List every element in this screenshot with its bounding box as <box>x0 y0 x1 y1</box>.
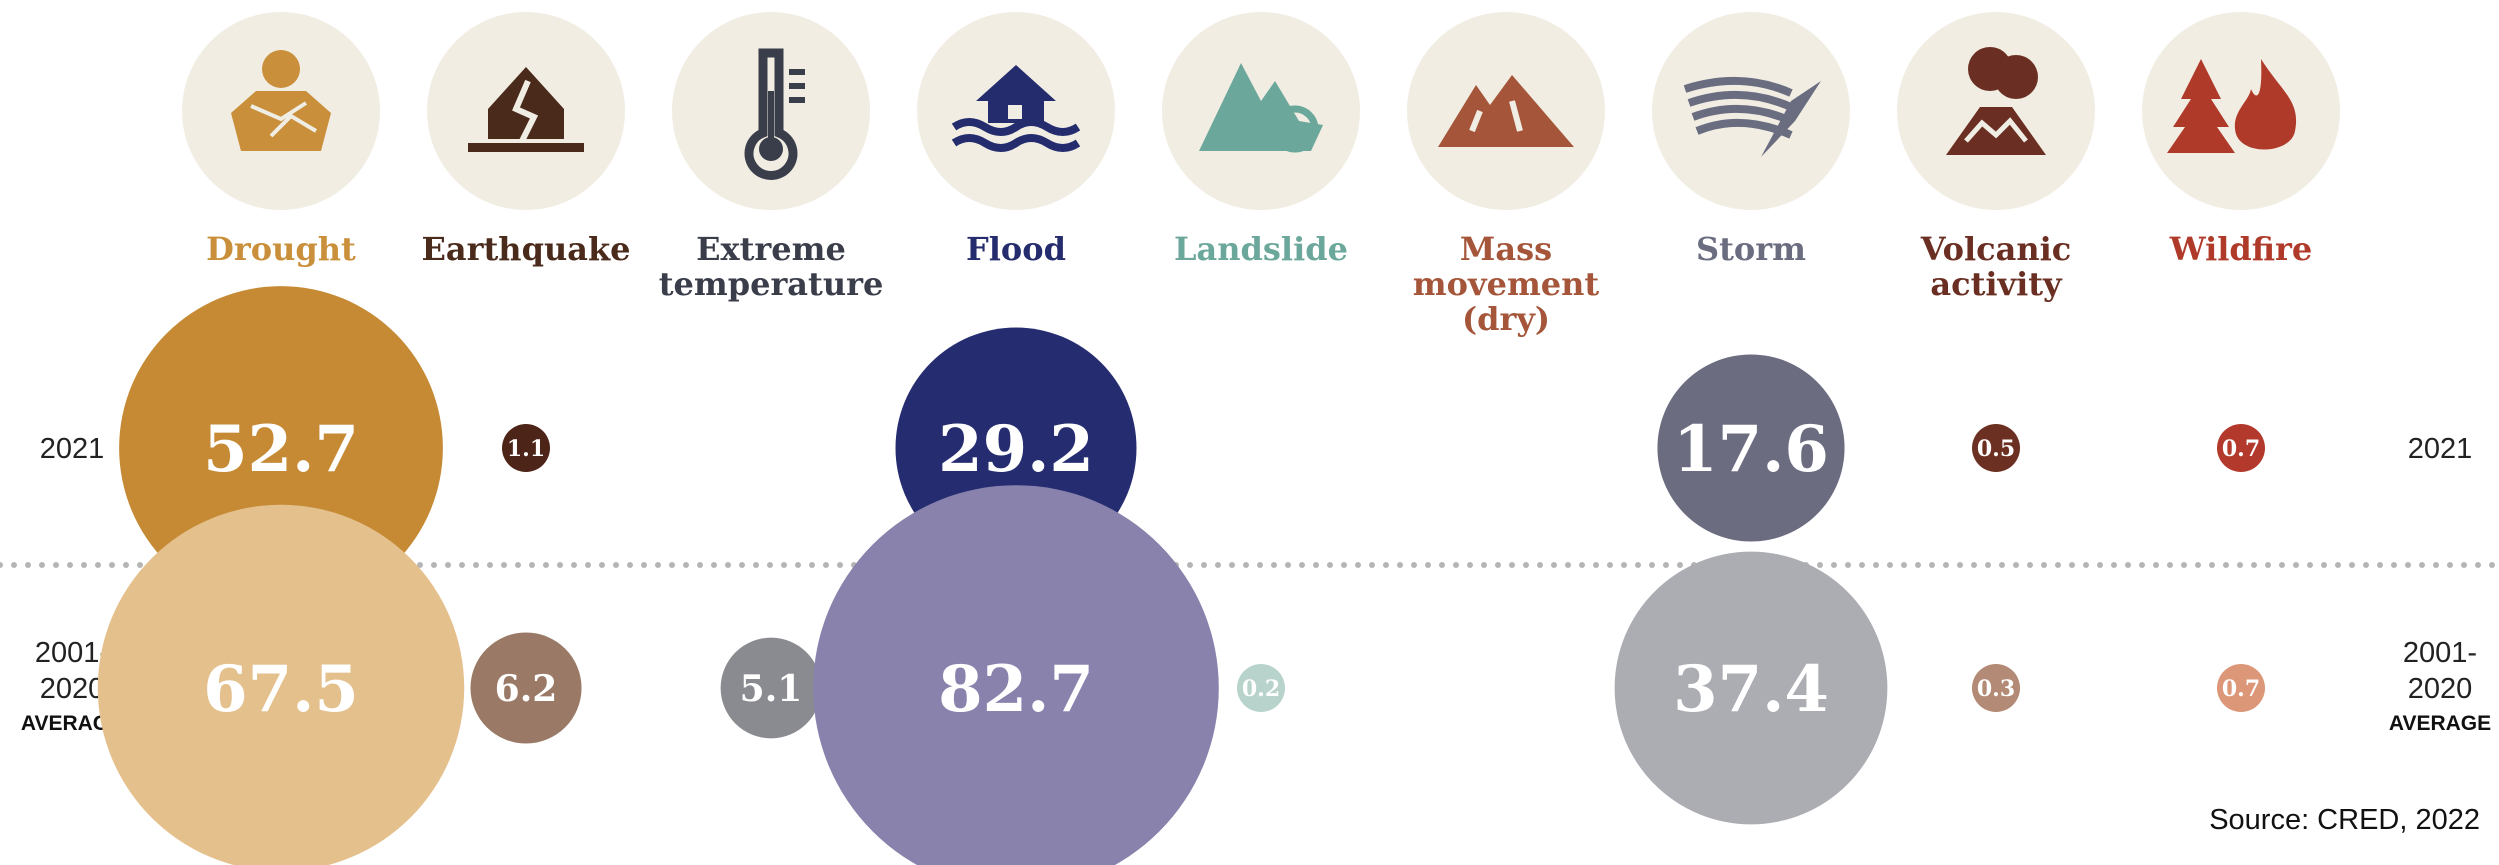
bubble-flood-avg <box>813 485 1219 865</box>
value-label-mass-movement-dry-2021: 0 <box>1497 434 1515 464</box>
volcano-icon <box>1946 47 2046 155</box>
row-label-avg-right: 2001-2020 <box>2403 637 2477 705</box>
flood-icon <box>951 65 1081 152</box>
drought-icon <box>231 50 331 151</box>
bubble-storm-avg <box>1614 551 1888 825</box>
row-label-average-left: AVERAGE <box>21 712 123 735</box>
value-label-mass-movement-dry-avg: 0 <box>1497 674 1515 704</box>
row-label-2021-right: 2021 <box>2408 433 2473 465</box>
row-label-2021-left: 2021 <box>40 433 105 465</box>
bubble-earthquake-avg <box>470 632 582 744</box>
value-label-extreme-temperature-avg: 5.1 <box>740 668 803 710</box>
value-label-wildfire-avg: 0.7 <box>2222 676 2260 702</box>
value-label-wildfire-2021: 0.7 <box>2222 436 2260 462</box>
bubble-wildfire-2021 <box>2217 424 2265 472</box>
value-label-extreme-temperature-2021: 0 <box>762 434 780 464</box>
category-label-mass-movement-dry: Mass movement (dry) <box>1413 230 1600 338</box>
value-label-flood-2021: 29.2 <box>938 412 1094 487</box>
thermometer-icon <box>744 48 805 180</box>
mountain-icon <box>1438 75 1574 147</box>
value-label-volcanic-activity-2021: 0.5 <box>1977 436 2015 462</box>
bubble-extreme-temperature-avg <box>720 637 822 739</box>
value-label-drought-2021: 52.7 <box>203 412 359 487</box>
category-label-drought: Drought <box>206 230 356 268</box>
source-note: Source: CRED, 2022 <box>2209 804 2480 836</box>
category-label-storm: Storm <box>1696 230 1806 268</box>
row-label-average-right: AVERAGE <box>2389 712 2491 735</box>
row-label-avg-left: 2001-2020 <box>35 637 109 705</box>
bubble-earthquake-2021 <box>502 424 550 472</box>
value-label-earthquake-2021: 1.1 <box>507 436 545 462</box>
value-label-landslide-avg: 0.2 <box>1242 676 1280 702</box>
category-label-earthquake: Earthquake <box>422 230 631 268</box>
value-label-landslide-2021: 0 <box>1252 434 1270 464</box>
bubble-volcanic-activity-2021 <box>1972 424 2020 472</box>
earthquake-icon <box>468 67 584 152</box>
value-label-drought-avg: 67.5 <box>203 652 359 727</box>
landslide-icon <box>1199 63 1323 153</box>
value-label-volcanic-activity-avg: 0.3 <box>1977 676 2015 702</box>
bubble-wildfire-avg <box>2217 664 2265 712</box>
value-label-flood-avg: 82.7 <box>938 652 1094 727</box>
value-label-storm-avg: 37.4 <box>1673 652 1829 727</box>
bubble-drought-avg <box>97 504 465 865</box>
storm-icon <box>1683 76 1821 157</box>
value-label-storm-2021: 17.6 <box>1673 412 1829 487</box>
value-label-earthquake-avg: 6.2 <box>495 668 558 710</box>
category-label-extreme-temperature: Extreme temperature <box>659 230 884 303</box>
bubble-landslide-avg <box>1237 664 1285 712</box>
bubble-storm-2021 <box>1657 354 1845 542</box>
category-label-flood: Flood <box>966 230 1066 268</box>
wildfire-icon <box>2167 59 2297 153</box>
category-label-wildfire: Wildfire <box>2169 230 2313 268</box>
bubble-volcanic-activity-avg <box>1972 664 2020 712</box>
category-label-volcanic-activity: Volcanic activity <box>1920 230 2072 303</box>
category-label-landslide: Landslide <box>1174 230 1348 268</box>
